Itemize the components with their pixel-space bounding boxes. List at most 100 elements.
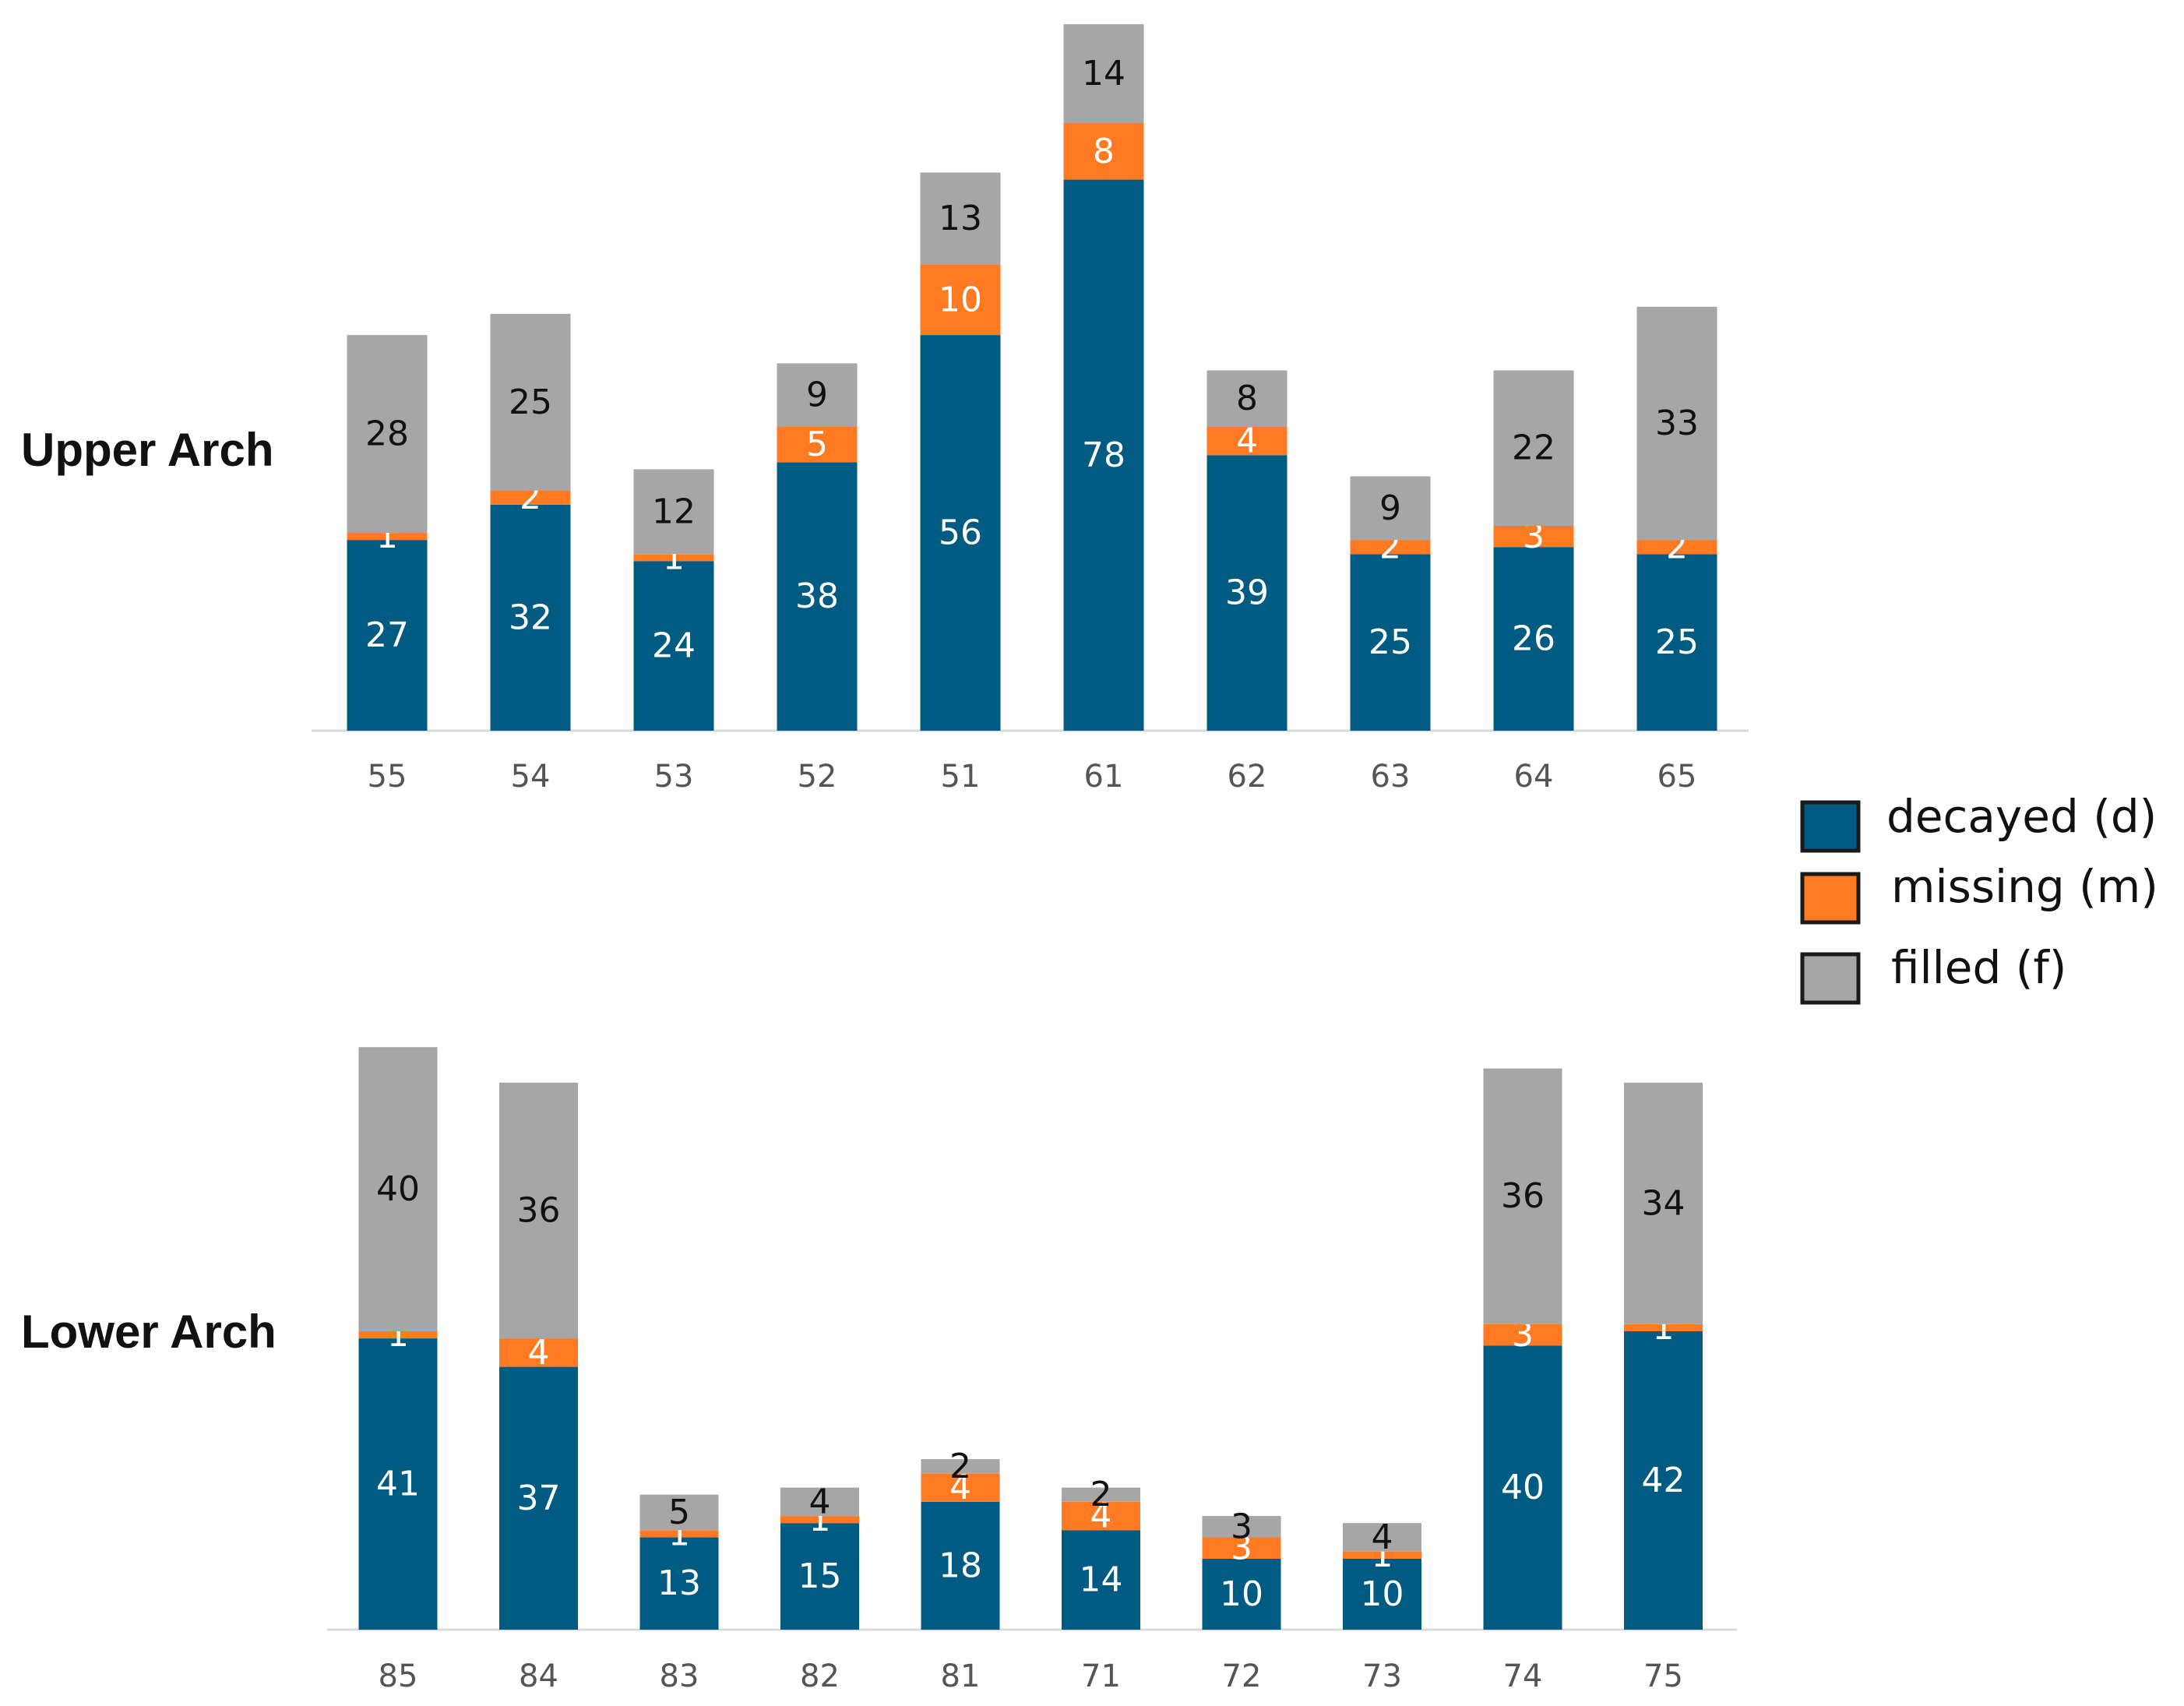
upper-bar-51-missing	[920, 264, 1001, 336]
lower-label-85-decayed: 41	[376, 1465, 420, 1504]
lower-bar-81-filled	[921, 1459, 1000, 1474]
upper-bar-61-missing	[1063, 123, 1144, 180]
upper-bar-62-filled	[1206, 370, 1288, 428]
upper-label-52-decayed: 38	[795, 576, 839, 616]
lower-bar-81-missing	[921, 1473, 1000, 1502]
upper-label-61-decayed: 78	[1082, 435, 1125, 475]
upper-bar-65-decayed	[1636, 554, 1717, 731]
upper-bar-65-missing	[1636, 540, 1717, 555]
upper-bar-51-filled	[920, 172, 1001, 265]
lower-tick-75: 75	[1643, 1658, 1683, 1694]
upper-tick-61: 61	[1084, 759, 1124, 795]
lower-bar-85-decayed	[358, 1338, 438, 1630]
upper-label-64-decayed: 26	[1512, 619, 1555, 659]
legend-swatch-decayed	[1800, 800, 1861, 853]
upper-label-53-filled: 12	[652, 492, 696, 531]
upper-bar-53-decayed	[633, 561, 714, 731]
lower-bar-73-decayed	[1343, 1558, 1421, 1630]
lower-label-84-missing: 4	[528, 1333, 550, 1373]
lower-bar-75-decayed	[1624, 1331, 1703, 1630]
lower-bar-85-filled	[358, 1047, 438, 1331]
upper-bars: 2712832225241123859561013788143948252926…	[347, 24, 1717, 731]
upper-arch-title: Upper Arch	[21, 424, 274, 476]
upper-bar-62-missing	[1206, 427, 1288, 456]
lower-label-72-filled: 3	[1231, 1507, 1252, 1546]
upper-tick-53: 53	[654, 759, 694, 795]
upper-tick-62: 62	[1228, 759, 1267, 795]
upper-label-51-decayed: 56	[939, 513, 982, 553]
lower-bar-84-decayed	[499, 1366, 578, 1630]
lower-label-82-decayed: 15	[798, 1556, 842, 1596]
lower-bar-72-decayed	[1202, 1558, 1281, 1630]
upper-label-54-decayed: 32	[509, 597, 552, 637]
lower-label-84-decayed: 37	[517, 1479, 561, 1518]
lower-label-82-filled: 4	[809, 1482, 831, 1521]
lower-tick-72: 72	[1222, 1658, 1262, 1694]
lower-bar-73-missing	[1343, 1551, 1421, 1559]
legend-label-filled: filled (f)	[1891, 941, 2066, 994]
upper-label-52-filled: 9	[806, 375, 828, 415]
lower-label-73-filled: 4	[1372, 1517, 1393, 1557]
upper-bar-52-filled	[777, 363, 858, 427]
lower-label-75-filled: 34	[1642, 1183, 1686, 1223]
upper-bar-52-decayed	[777, 462, 858, 731]
lower-label-71-decayed: 14	[1080, 1560, 1123, 1600]
upper-bar-65-filled	[1636, 306, 1717, 541]
lower-tick-83: 83	[660, 1658, 699, 1694]
lower-bar-81-decayed	[921, 1501, 1000, 1630]
lower-label-84-filled: 36	[517, 1191, 561, 1231]
lower-tick-82: 82	[800, 1658, 840, 1694]
upper-bar-53-missing	[633, 554, 714, 562]
lower-bar-72-missing	[1202, 1537, 1281, 1559]
lower-bar-71-filled	[1062, 1487, 1140, 1502]
lower-bar-75-filled	[1624, 1082, 1703, 1324]
upper-bar-64-missing	[1493, 526, 1574, 548]
upper-label-64-filled: 22	[1512, 428, 1555, 468]
upper-bar-55-filled	[347, 335, 428, 533]
lower-bar-83-decayed	[639, 1537, 719, 1630]
upper-bar-55-decayed	[347, 540, 428, 731]
lower-ticks: 85 84 83 82 81 71 72 73 74 75	[379, 1658, 1683, 1694]
lower-tick-74: 74	[1503, 1658, 1543, 1694]
upper-arch-panel: Upper Arch 27128322252411238595610137881…	[21, 24, 1749, 795]
upper-label-62-filled: 8	[1236, 379, 1258, 418]
lower-bar-85-missing	[358, 1331, 438, 1339]
lower-label-71-missing: 4	[1090, 1496, 1112, 1536]
upper-label-61-missing: 8	[1093, 132, 1115, 171]
legend-swatch-missing	[1800, 872, 1861, 925]
lower-bar-74-decayed	[1483, 1345, 1562, 1630]
upper-bar-62-decayed	[1206, 455, 1288, 731]
upper-bar-54-filled	[490, 313, 571, 491]
upper-bar-54-decayed	[490, 504, 571, 731]
upper-tick-55: 55	[368, 759, 407, 795]
lower-label-83-filled: 5	[668, 1493, 690, 1532]
legend-label-decayed: decayed (d)	[1886, 790, 2157, 843]
upper-ticks: 55 54 53 52 51 61 62 63 64 65	[368, 759, 1697, 795]
upper-bar-63-missing	[1350, 540, 1431, 555]
legend: decayed (d) missing (m) filled (f)	[1800, 790, 2158, 1005]
upper-tick-52: 52	[798, 759, 837, 795]
lower-bar-84-filled	[499, 1082, 578, 1339]
upper-label-54-filled: 25	[509, 382, 552, 422]
lower-tick-71: 71	[1081, 1658, 1121, 1694]
upper-label-55-filled: 28	[365, 414, 409, 454]
lower-bar-75-missing	[1624, 1324, 1703, 1331]
upper-label-51-missing: 10	[939, 280, 982, 319]
lower-bar-74-filled	[1483, 1068, 1562, 1324]
upper-bar-64-decayed	[1493, 547, 1574, 731]
upper-label-65-decayed: 25	[1655, 622, 1699, 662]
lower-label-71-filled: 2	[1090, 1475, 1112, 1514]
lower-label-75-decayed: 42	[1642, 1461, 1686, 1500]
lower-label-81-missing: 4	[949, 1468, 971, 1507]
upper-bar-54-missing	[490, 490, 571, 505]
upper-label-62-decayed: 39	[1225, 573, 1269, 613]
upper-bar-63-filled	[1350, 476, 1431, 541]
lower-bar-82-filled	[780, 1487, 859, 1517]
lower-label-74-filled: 36	[1501, 1176, 1545, 1216]
upper-label-52-missing: 5	[806, 425, 828, 464]
lower-bar-71-missing	[1062, 1501, 1140, 1531]
upper-tick-63: 63	[1371, 759, 1411, 795]
lower-label-83-decayed: 13	[657, 1563, 701, 1603]
legend-label-missing: missing (m)	[1891, 860, 2158, 913]
